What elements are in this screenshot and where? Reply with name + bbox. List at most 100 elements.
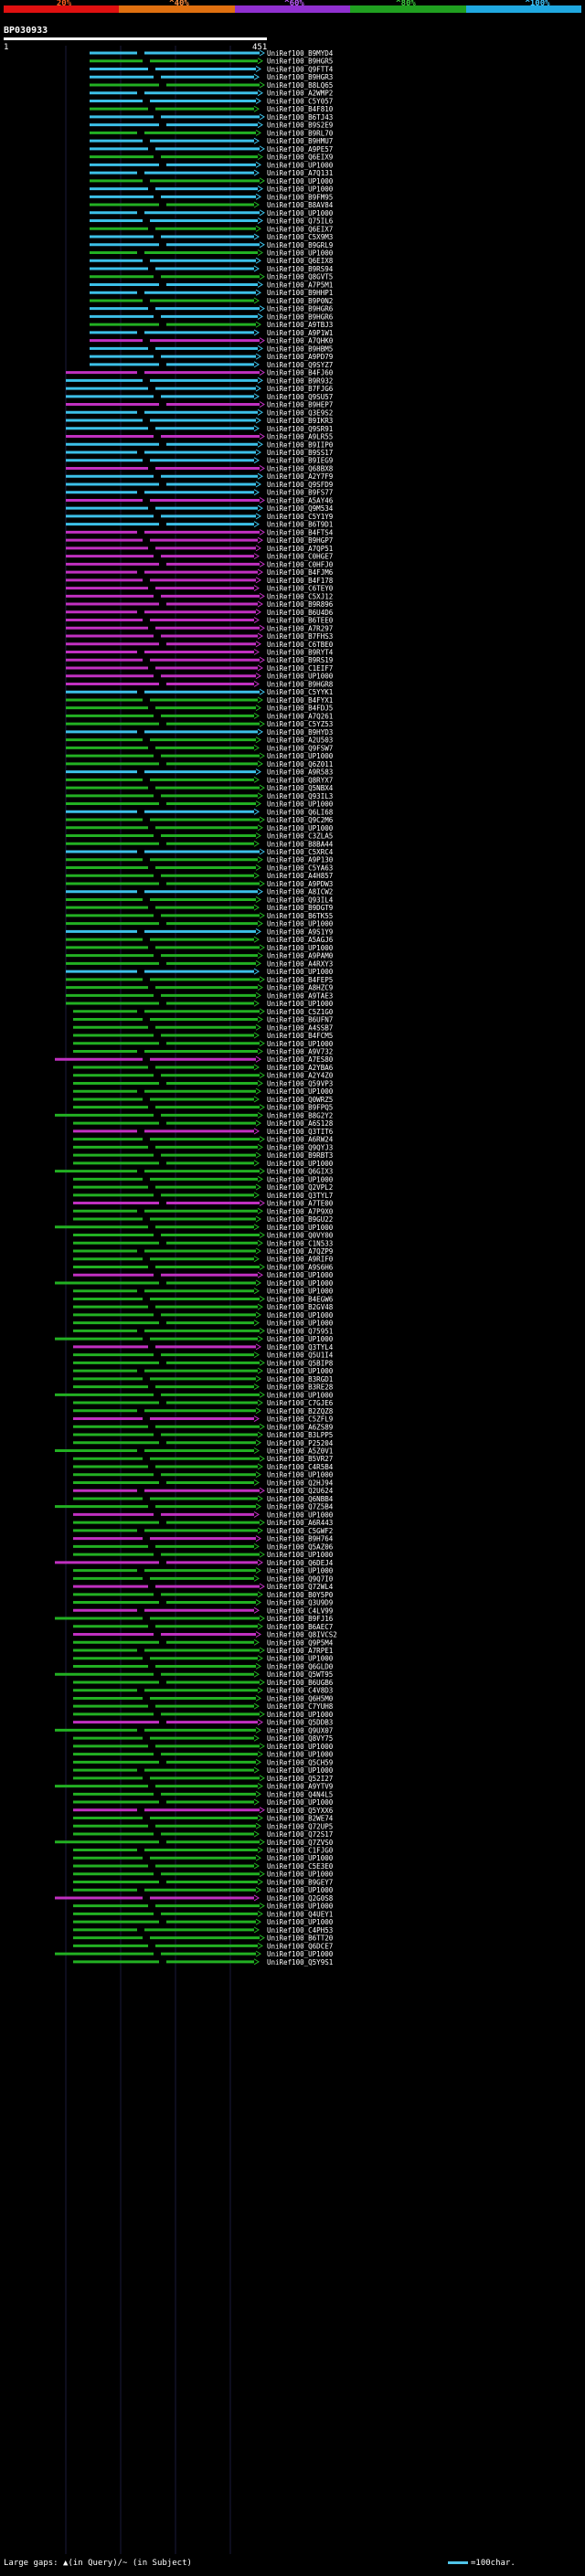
hit-label[interactable]: UniRef100_Q9C2M6	[267, 816, 334, 824]
hit-label[interactable]: UniRef100_C5Z1G0	[267, 1008, 334, 1016]
hit-label[interactable]: UniRef100_UP1000	[267, 249, 334, 258]
hit-label[interactable]: UniRef100_B4F178	[267, 577, 334, 585]
hit-label[interactable]: UniRef100_Q6DCE7	[267, 1942, 333, 1950]
hit-label[interactable]: UniRef100_UP1000	[267, 1000, 334, 1008]
hit-label[interactable]: UniRef100_B6UGB6	[267, 1679, 334, 1687]
hit-label[interactable]: UniRef100_Q7ZVS0	[267, 1839, 334, 1847]
hit-label[interactable]: UniRef100_P25204	[267, 1439, 334, 1447]
hit-label[interactable]: UniRef100_C4V8D3	[267, 1687, 333, 1695]
hit-label[interactable]: UniRef100_A9TBJ3	[267, 321, 333, 329]
hit-label[interactable]: UniRef100_B9HGR3	[267, 73, 333, 81]
hit-label[interactable]: UniRef100_A7P9X0	[267, 1207, 334, 1215]
hit-label[interactable]: UniRef100_Q9UX07	[267, 1726, 333, 1734]
hit-label[interactable]: UniRef100_B5VR27	[267, 1455, 333, 1463]
hit-label[interactable]: UniRef100_B6TJ43	[267, 113, 333, 122]
hit-label[interactable]: UniRef100_Q5Y9S1	[267, 1958, 333, 1966]
hit-label[interactable]: UniRef100_A9TAE3	[267, 991, 333, 1000]
hit-label[interactable]: UniRef100_B2GV48	[267, 1303, 334, 1311]
hit-label[interactable]: UniRef100_B9H764	[267, 1535, 334, 1543]
hit-label[interactable]: UniRef100_Q0WRZ5	[267, 1096, 333, 1104]
hit-label[interactable]: UniRef100_B9HMU7	[267, 137, 333, 145]
hit-label[interactable]: UniRef100_Q9FTT4	[267, 65, 334, 73]
hit-label[interactable]: UniRef100_B6U4D6	[267, 609, 334, 617]
hit-label[interactable]: UniRef100_Q9SYZ7	[267, 361, 333, 369]
hit-label[interactable]: UniRef100_A9RIF0	[267, 1256, 334, 1264]
hit-label[interactable]: UniRef100_B9RBT3	[267, 1151, 333, 1160]
hit-label[interactable]: UniRef100_A9P130	[267, 856, 334, 864]
hit-label[interactable]: UniRef100_A7ES80	[267, 1055, 334, 1064]
hit-label[interactable]: UniRef100_B9RL70	[267, 129, 334, 137]
hit-label[interactable]: UniRef100_B9RYT4	[267, 649, 334, 657]
hit-label[interactable]: UniRef100_Q72WL4	[267, 1583, 334, 1591]
hit-label[interactable]: UniRef100_UP1000	[267, 1751, 334, 1759]
hit-label[interactable]: UniRef100_Q8GVT5	[267, 273, 333, 281]
hit-label[interactable]: UniRef100_B4F810	[267, 105, 334, 113]
hit-label[interactable]: UniRef100_Q5CH59	[267, 1758, 333, 1766]
hit-label[interactable]: UniRef100_B9HEP7	[267, 401, 333, 409]
hit-label[interactable]: UniRef100_Q6H5M0	[267, 1694, 334, 1702]
hit-label[interactable]: UniRef100_UP1000	[267, 1471, 334, 1479]
hit-label[interactable]: UniRef100_C5X9M3	[267, 233, 333, 241]
hit-label[interactable]: UniRef100_B6TEE0	[267, 617, 334, 625]
hit-label[interactable]: UniRef100_A9S1Y9	[267, 928, 333, 936]
hit-label[interactable]: UniRef100_Q9M534	[267, 504, 334, 513]
hit-label[interactable]: UniRef100_UP1000	[267, 1391, 334, 1399]
hit-label[interactable]: UniRef100_B9HHP1	[267, 289, 333, 297]
hit-label[interactable]: UniRef100_B4FJ60	[267, 369, 334, 377]
hit-label[interactable]: UniRef100_B6TK55	[267, 912, 333, 920]
hit-label[interactable]: UniRef100_A4SSB7	[267, 1023, 333, 1032]
hit-label[interactable]: UniRef100_C4LV99	[267, 1606, 333, 1615]
hit-label[interactable]: UniRef100_A9V732	[267, 1048, 333, 1056]
hit-label[interactable]: UniRef100_A9P1W1	[267, 329, 333, 337]
hit-label[interactable]: UniRef100_UP1000	[267, 1711, 334, 1719]
hit-label[interactable]: UniRef100_C5YZ53	[267, 720, 333, 728]
hit-label[interactable]: UniRef100_A5AGJ6	[267, 936, 334, 944]
hit-label[interactable]: UniRef100_Q7Z5B4	[267, 1503, 334, 1511]
hit-label[interactable]: UniRef100_Q5AZ06	[267, 1542, 334, 1551]
hit-label[interactable]: UniRef100_A9PDW3	[267, 880, 333, 888]
hit-label[interactable]: UniRef100_UP1000	[267, 920, 334, 928]
hit-label[interactable]: UniRef100_UP1000	[267, 1040, 334, 1048]
hit-label[interactable]: UniRef100_A2U503	[267, 737, 333, 745]
hit-label[interactable]: UniRef100_B7FJG6	[267, 385, 334, 393]
hit-label[interactable]: UniRef100_UP1000	[267, 752, 334, 760]
hit-label[interactable]: UniRef100_B0Y5P0	[267, 1591, 334, 1599]
hit-label[interactable]: UniRef100_C4PH53	[267, 1926, 333, 1935]
hit-label[interactable]: UniRef100_B8G2Y2	[267, 1111, 333, 1119]
hit-label[interactable]: UniRef100_B9GU22	[267, 1215, 333, 1224]
hit-label[interactable]: UniRef100_Q5DDB3	[267, 1719, 333, 1727]
hit-label[interactable]: UniRef100_B9HBM5	[267, 345, 333, 353]
hit-label[interactable]: UniRef100_UP1000	[267, 177, 334, 186]
hit-label[interactable]: UniRef100_A7RPE1	[267, 1647, 333, 1655]
hit-label[interactable]: UniRef100_Q3TYL4	[267, 1343, 334, 1352]
hit-label[interactable]: UniRef100_C5YYK1	[267, 688, 333, 696]
hit-label[interactable]: UniRef100_Q2HJ94	[267, 1479, 334, 1487]
hit-label[interactable]: UniRef100_UP1000	[267, 1903, 334, 1911]
hit-label[interactable]: UniRef100_Q68BX8	[267, 464, 334, 472]
hit-label[interactable]: UniRef100_Q2G0S8	[267, 1894, 334, 1903]
hit-label[interactable]: UniRef100_C1EIF7	[267, 664, 333, 673]
hit-label[interactable]: UniRef100_B9HGR6	[267, 305, 334, 313]
hit-label[interactable]: UniRef100_A2Y7F9	[267, 472, 333, 481]
hit-label[interactable]: UniRef100_A9PAM0	[267, 952, 334, 960]
hit-label[interactable]: UniRef100_A2YBA6	[267, 1064, 334, 1072]
hit-label[interactable]: UniRef100_B4FCM5	[267, 1032, 333, 1040]
hit-label[interactable]: UniRef100_A9S6H6	[267, 1263, 334, 1271]
hit-label[interactable]: UniRef100_UP1000	[267, 1950, 334, 1958]
hit-label[interactable]: UniRef100_UP1000	[267, 1271, 334, 1279]
hit-label[interactable]: UniRef100_Q9QYJ3	[267, 1143, 333, 1151]
hit-label[interactable]: UniRef100_UP1000	[267, 673, 334, 681]
hit-label[interactable]: UniRef100_UP1000	[267, 944, 334, 952]
hit-label[interactable]: UniRef100_Q75951	[267, 1327, 333, 1335]
hit-label[interactable]: UniRef100_C6TEY0	[267, 585, 334, 593]
hit-label[interactable]: UniRef100_Q5BIP8	[267, 1359, 334, 1367]
hit-label[interactable]: UniRef100_B6TT20	[267, 1935, 334, 1943]
hit-label[interactable]: UniRef100_B8AV84	[267, 201, 334, 209]
hit-label[interactable]: UniRef100_UP1000	[267, 1511, 334, 1519]
hit-label[interactable]: UniRef100_UP1000	[267, 1087, 334, 1096]
hit-label[interactable]: UniRef100_B9MYD4	[267, 49, 334, 58]
hit-label[interactable]: UniRef100_A9LR55	[267, 433, 333, 441]
hit-label[interactable]: UniRef100_B4FEP5	[267, 976, 333, 984]
hit-label[interactable]: UniRef100_B4FYX1	[267, 696, 333, 705]
hit-label[interactable]: UniRef100_B9FS77	[267, 489, 333, 497]
